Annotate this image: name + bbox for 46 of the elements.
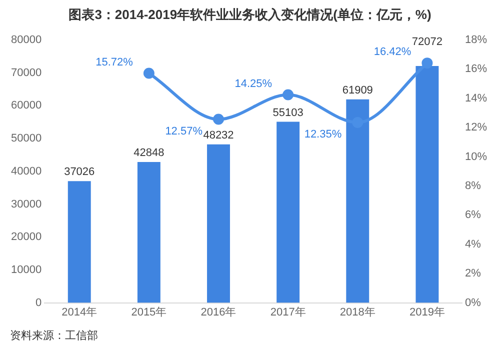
- point: [143, 68, 154, 79]
- x-tick-label: 2015年: [131, 306, 167, 318]
- data-label: 72072: [412, 36, 442, 48]
- x-tick-label: 2019年: [409, 306, 445, 318]
- data-label: 55103: [272, 106, 304, 119]
- y2-tick-label: 4%: [464, 238, 482, 250]
- data-label: 61909: [342, 84, 373, 96]
- x-tick-label: 2014年: [62, 306, 98, 318]
- data-label: 15.72%: [96, 56, 134, 68]
- y-tick-label: 50000: [10, 132, 42, 145]
- y2-tick-label: 0%: [464, 296, 482, 309]
- bar: [68, 181, 91, 303]
- y-tick-label: 40000: [10, 165, 42, 178]
- y2-tick-label: 14%: [464, 92, 488, 104]
- y2-tick-label: 16%: [464, 63, 488, 76]
- y-tick-label: 60000: [10, 100, 42, 112]
- y-tick-label: 20000: [10, 231, 42, 244]
- y2-tick-label: 18%: [464, 34, 488, 46]
- y-tick-label: 0: [35, 296, 42, 309]
- point: [213, 114, 224, 125]
- bar: [276, 122, 300, 303]
- y2-tick-label: 6%: [464, 209, 482, 222]
- y-tick-label: 80000: [10, 34, 42, 46]
- text: 资料来源：工信部: [10, 328, 98, 343]
- data-label: 16.42%: [374, 46, 412, 58]
- y2-tick-label: 12%: [464, 122, 488, 134]
- y-tick-label: 10000: [10, 264, 42, 276]
- y-tick-label: 70000: [10, 66, 42, 79]
- x-tick-label: 2017年: [270, 306, 306, 318]
- data-label: 48232: [203, 129, 234, 142]
- x-tick-label: 2018年: [340, 306, 376, 318]
- data-label: 12.57%: [165, 125, 203, 138]
- bar: [207, 144, 230, 303]
- bar: [137, 162, 160, 303]
- data-label: 12.35%: [304, 128, 342, 140]
- data-label: 14.25%: [234, 78, 272, 90]
- data-label: 42848: [134, 147, 164, 160]
- data-label: 37026: [64, 166, 95, 178]
- point: [422, 58, 433, 69]
- chart-title: 图表3：2014-2019年软件业业务收入变化情况(单位：亿元，%): [68, 6, 432, 24]
- y2-tick-label: 8%: [464, 180, 482, 192]
- y-tick-label: 30000: [10, 198, 42, 210]
- y2-tick-label: 10%: [464, 150, 488, 163]
- point: [282, 89, 294, 100]
- x-tick-label: 2016年: [200, 306, 236, 318]
- y2-tick-label: 2%: [464, 268, 482, 280]
